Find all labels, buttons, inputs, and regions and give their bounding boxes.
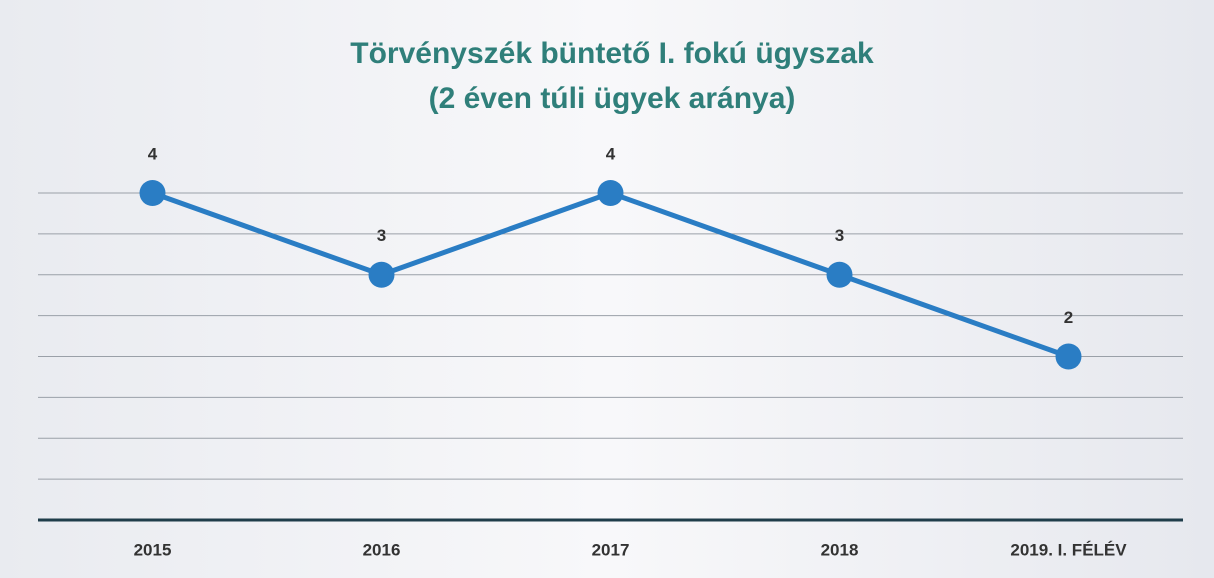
chart-subtitle: (2 éven túli ügyek aránya): [429, 82, 796, 115]
marker: [826, 261, 853, 288]
x-tick-label: 2018: [821, 540, 859, 559]
data-label: 2: [1064, 308, 1073, 327]
chart-title: Törvényszék büntető I. fokú ügyszak: [350, 37, 874, 70]
marker: [1055, 343, 1082, 370]
data-label: 3: [835, 226, 844, 245]
x-tick-label: 2015: [134, 540, 172, 559]
x-tick-label: 2017: [592, 540, 630, 559]
data-label: 4: [606, 144, 616, 163]
marker: [597, 180, 624, 206]
x-tick-label: 2019. I. FÉLÉV: [1010, 540, 1127, 559]
marker: [368, 261, 395, 288]
data-label: 3: [377, 226, 386, 245]
marker: [139, 180, 166, 206]
x-tick-label: 2016: [363, 540, 401, 559]
data-label: 4: [148, 144, 158, 163]
